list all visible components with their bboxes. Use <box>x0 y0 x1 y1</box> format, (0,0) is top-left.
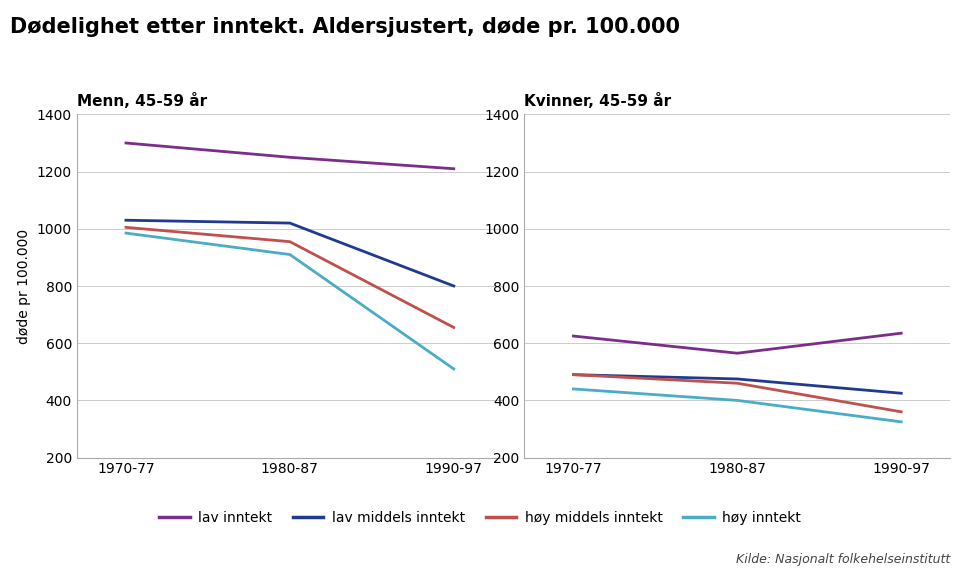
Text: Menn, 45-59 år: Menn, 45-59 år <box>77 93 207 109</box>
Text: Dødelighet etter inntekt. Aldersjustert, døde pr. 100.000: Dødelighet etter inntekt. Aldersjustert,… <box>10 17 680 37</box>
Text: Kilde: Nasjonalt folkehelseinstitutt: Kilde: Nasjonalt folkehelseinstitutt <box>736 553 950 566</box>
Y-axis label: døde pr 100.000: døde pr 100.000 <box>17 228 32 344</box>
Legend: lav inntekt, lav middels inntekt, høy middels inntekt, høy inntekt: lav inntekt, lav middels inntekt, høy mi… <box>154 506 806 531</box>
Text: Kvinner, 45-59 år: Kvinner, 45-59 år <box>524 93 671 109</box>
